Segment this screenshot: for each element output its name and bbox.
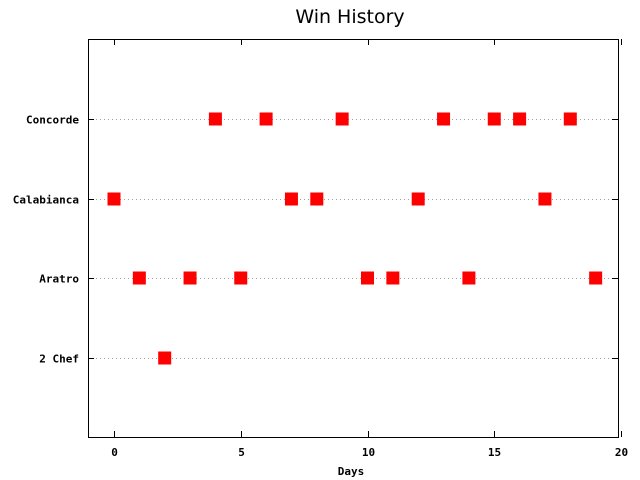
data-point [107,192,121,206]
y-tick-label: Concorde [26,114,79,127]
x-axis-label: Days [338,465,365,478]
data-point [310,192,324,206]
data-point [183,271,197,285]
y-tick-label: Aratro [39,273,79,286]
y-tick-label: Calabianca [13,194,79,207]
data-point [437,112,451,126]
data-point [513,112,527,126]
plot-frame [88,39,619,438]
data-point [538,192,552,206]
data-point [487,112,501,126]
data-point [563,112,577,126]
data-point [411,192,425,206]
data-point [589,271,603,285]
y-tick-label: 2 Chef [39,353,79,366]
x-tick-label: 0 [111,446,118,459]
data-point [158,351,172,365]
data-point [386,271,400,285]
y-axis: 2 Chef Aratro Calabianca Concorde [13,114,618,366]
data-point [361,271,374,285]
data-point [234,271,248,285]
data-point [132,271,146,285]
x-tick-label: 5 [238,446,245,459]
data-points [107,112,603,365]
data-point [208,112,222,126]
chart-title: Win History [295,6,404,28]
x-tick-label: 15 [488,446,501,459]
data-point [284,192,298,206]
data-point [335,112,349,126]
x-tick-label: 20 [615,446,628,459]
x-axis: 0 5 10 15 20 [111,39,628,459]
x-tick-label: 10 [362,446,375,459]
gridlines [88,119,618,359]
data-point [259,112,273,126]
data-point [462,271,476,285]
